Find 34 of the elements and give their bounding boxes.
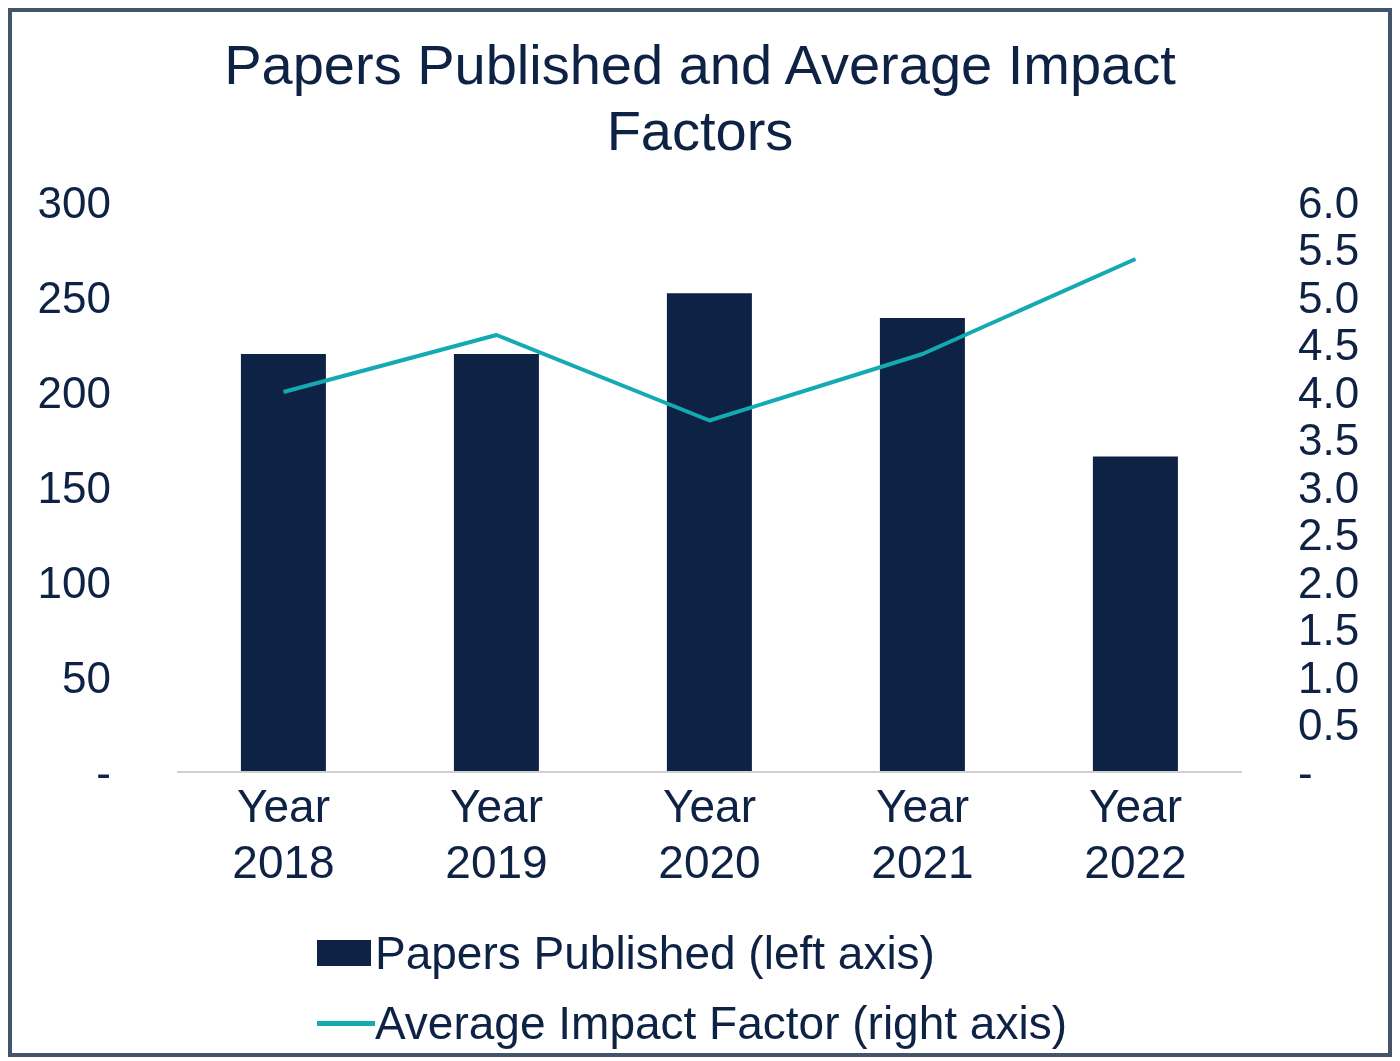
- y2-tick-label: -: [1298, 747, 1313, 797]
- y2-tick-label: 5.0: [1298, 272, 1360, 322]
- legend-label: Papers Published (left axis): [375, 926, 935, 981]
- x-tick-label: Year 2021: [871, 780, 974, 888]
- bar: [666, 293, 752, 772]
- legend-label: Average Impact Factor (right axis): [375, 996, 1067, 1051]
- y-tick-label: 300: [37, 177, 111, 227]
- y-tick-label: 150: [37, 462, 111, 512]
- y2-tick-label: 3.0: [1298, 462, 1360, 512]
- y2-tick-label: 2.0: [1298, 557, 1360, 607]
- y-tick-label: 250: [37, 272, 111, 322]
- bar: [879, 317, 965, 772]
- y2-tick-label: 6.0: [1298, 177, 1360, 227]
- y-tick-label: 50: [62, 652, 111, 702]
- bar: [240, 354, 326, 772]
- y2-tick-label: 1.5: [1298, 605, 1360, 655]
- y-tick-label: -: [96, 747, 111, 797]
- chart-title: Papers Published and Average Impact Factors: [223, 32, 1177, 164]
- line-series: [281, 257, 1138, 423]
- x-tick-label: Year 2018: [232, 780, 335, 888]
- y-tick-label: 100: [37, 557, 111, 607]
- y2-tick-label: 3.5: [1298, 415, 1360, 465]
- y2-tick-label: 0.5: [1298, 700, 1360, 750]
- y2-tick-label: 4.0: [1298, 367, 1360, 417]
- x-tick-label: Year 2019: [445, 780, 548, 888]
- y2-tick-label: 1.0: [1298, 652, 1360, 702]
- y2-tick-label: 4.5: [1298, 320, 1360, 370]
- y2-tick-label: 2.5: [1298, 510, 1360, 560]
- bar: [1092, 456, 1178, 772]
- y2-tick-label: 5.5: [1298, 225, 1360, 275]
- y-tick-label: 200: [37, 367, 111, 417]
- x-tick-label: Year 2022: [1084, 780, 1187, 888]
- x-tick-label: Year 2020: [658, 780, 761, 888]
- bar: [453, 354, 539, 772]
